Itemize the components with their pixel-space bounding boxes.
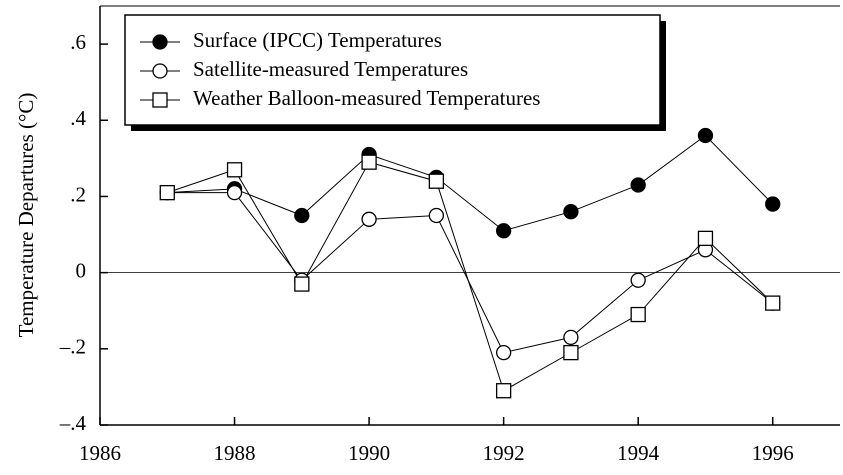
x-tick-label: 1994 — [617, 441, 660, 465]
legend-label: Weather Balloon-measured Temperatures — [193, 86, 540, 110]
marker — [697, 127, 714, 144]
y-tick-label: .2 — [70, 182, 86, 206]
marker — [563, 344, 579, 361]
y-tick-label: –.4 — [59, 411, 87, 435]
series-line — [167, 161, 774, 392]
legend-marker — [152, 34, 168, 50]
legend-label: Surface (IPCC) Temperatures — [193, 28, 442, 52]
marker — [159, 184, 175, 201]
legend-marker — [152, 63, 168, 79]
marker — [428, 207, 445, 224]
x-tick-label: 1990 — [348, 441, 390, 465]
marker — [495, 223, 512, 239]
marker — [294, 207, 310, 224]
y-tick-label: .6 — [70, 30, 86, 54]
marker — [630, 177, 646, 193]
marker — [226, 162, 243, 178]
marker — [630, 272, 646, 288]
series-line — [167, 134, 774, 232]
marker — [630, 306, 646, 323]
y-tick-label: –.2 — [59, 335, 86, 359]
x-tick-label: 1986 — [79, 441, 121, 465]
marker — [563, 204, 579, 220]
x-tick-label: 1992 — [483, 441, 525, 465]
x-tick-label: 1988 — [214, 441, 256, 465]
marker — [495, 383, 512, 399]
marker — [428, 173, 445, 189]
marker — [765, 196, 781, 212]
series-line — [167, 192, 774, 354]
marker — [495, 344, 512, 361]
marker — [361, 154, 377, 170]
marker — [697, 230, 714, 247]
legend-marker — [152, 92, 168, 108]
marker — [226, 184, 243, 201]
marker — [294, 276, 310, 292]
y-tick-label: 0 — [76, 258, 87, 282]
y-tick-label: .4 — [70, 106, 86, 130]
legend-label: Satellite-measured Temperatures — [193, 57, 468, 81]
marker — [563, 329, 579, 346]
marker — [361, 211, 377, 227]
y-axis-label: Temperature Departures (°C) — [14, 93, 38, 338]
legend-box — [124, 14, 661, 126]
marker — [765, 295, 781, 311]
x-tick-label: 1996 — [752, 441, 794, 465]
